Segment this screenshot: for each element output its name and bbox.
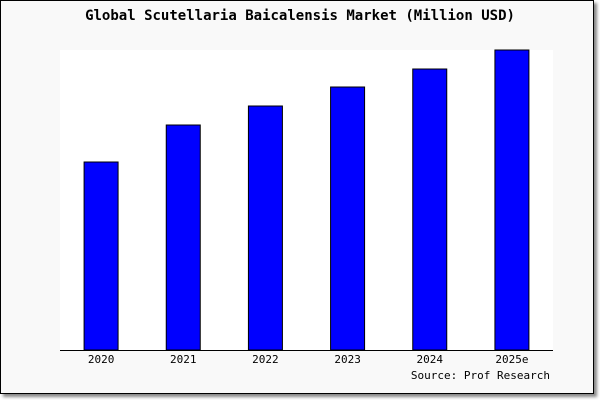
chart-title: Global Scutellaria Baicalensis Market (M… [85, 8, 515, 24]
x-tick-label: 2022 [252, 353, 279, 366]
bar-2025e [494, 49, 530, 351]
source-note: Source: Prof Research [411, 369, 550, 382]
x-tick-label: 2024 [417, 353, 444, 366]
bar-2023 [330, 86, 366, 351]
x-tick-label: 2025e [495, 353, 528, 366]
x-tick-label: 2023 [334, 353, 361, 366]
bar-2022 [247, 105, 283, 351]
x-tick-label: 2020 [88, 353, 115, 366]
bar-2020 [83, 161, 119, 351]
plot-area [60, 50, 553, 350]
x-tick-label: 2021 [170, 353, 197, 366]
bar-2021 [165, 124, 201, 351]
bar-2024 [412, 68, 448, 351]
